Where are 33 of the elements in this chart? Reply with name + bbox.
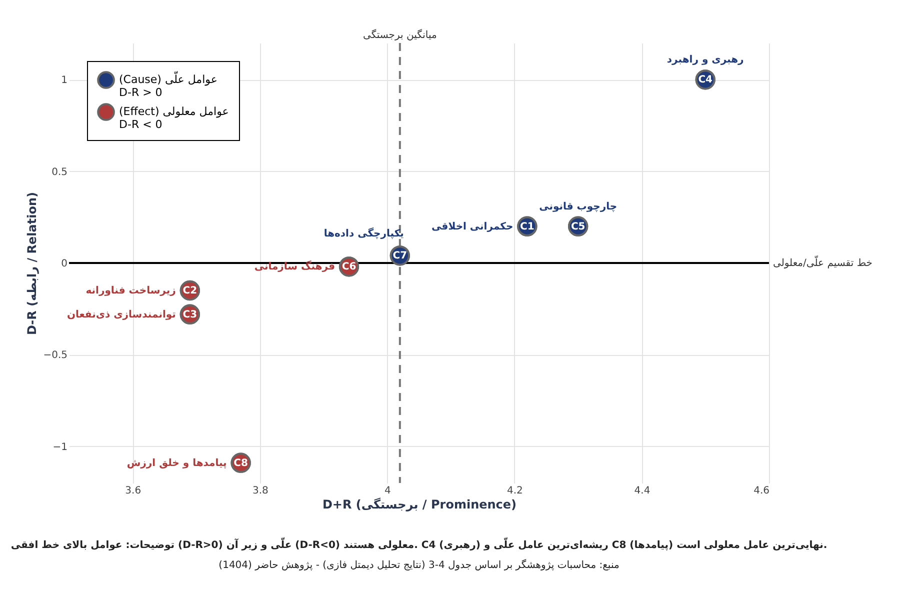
- x-axis-title: D+R (برجستگی / Prominence): [322, 498, 517, 512]
- annotation: C4: [698, 74, 713, 86]
- text: توضیحات: عوامل بالای خط افقی (D-R>0) علّی و زیر آن (D-R<0) معلولی هستند. C4 (رهبری) ریشه‌ای‌ترین عامل علّی و C8 (پیامدها) نهایی‌ترین عامل معلولی است.: [10, 536, 828, 551]
- annotation: یکپارچگی داده‌ها: [324, 226, 404, 240]
- annotation: C8: [234, 458, 248, 469]
- annotation: C1: [520, 221, 534, 232]
- y-tick-label: −1: [52, 442, 68, 453]
- y-axis-title: D-R (رابطه / Relation): [25, 192, 40, 336]
- x-tick-label: 3.6: [125, 486, 142, 496]
- annotation: C5: [570, 221, 586, 232]
- x-tick-label: 3.8: [252, 486, 268, 496]
- annotation: توانمندسازی ذی‌نفعان: [66, 309, 176, 320]
- annotation: رهبری و راهبرد: [666, 54, 744, 66]
- text: منبع: محاسبات پژوهشگر بر اساس جدول 4-3 (نتایج تحلیل دیمتل فازی) - پژوهش حاضر (1404): [218, 559, 620, 571]
- y-tick-label: 1: [61, 75, 68, 86]
- y-tick-label: 0.5: [52, 166, 68, 178]
- annotation: زیرساخت فناورانه: [86, 286, 176, 296]
- x-tick-label: 4: [384, 486, 391, 496]
- annotation: حکمرانی اخلاقی: [432, 221, 514, 232]
- x-tick-label: 4.4: [634, 486, 650, 496]
- annotation: C2: [182, 286, 198, 296]
- annotation: پیامدها و خلق ارزش: [126, 458, 228, 469]
- annotation: فرهنگ سازمانی: [254, 260, 335, 273]
- annotation: C7: [392, 250, 408, 262]
- ref-line-label: خط تقسیم علّی/معلولی: [773, 254, 872, 269]
- annotation: C3: [182, 309, 198, 320]
- annotation: C6: [342, 262, 356, 273]
- y-tick-label: −0.5: [43, 350, 68, 362]
- x-tick-label: 4.2: [507, 486, 523, 496]
- y-tick-label: 0: [61, 258, 68, 270]
- annotation: چارچوب قانونی: [539, 201, 618, 212]
- x-tick-label: 4.6: [754, 486, 770, 496]
- ref-line-label: میانگین برجستگی: [362, 29, 437, 41]
